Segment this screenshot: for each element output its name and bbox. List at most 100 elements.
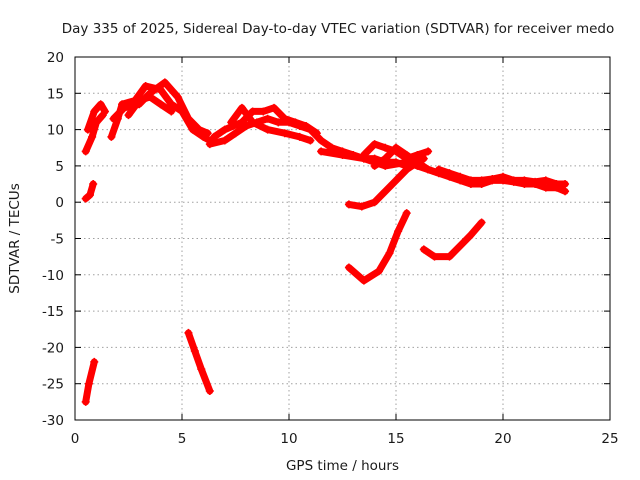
series-line [84,100,109,134]
data-point [197,365,206,374]
data-point [96,100,105,109]
data-point [88,132,97,141]
data-point [381,187,390,196]
series-group [81,78,570,406]
data-point [344,200,353,209]
series-track-11 [227,103,315,145]
x-tick-label: 15 [387,431,404,447]
data-point [263,114,272,123]
data-point [456,172,465,181]
series-track-16 [344,154,428,211]
x-tick-label: 5 [178,431,187,447]
axis-ticks [74,56,611,421]
data-point [156,100,165,109]
data-point [385,249,394,258]
data-point [242,121,251,130]
series-track-10 [210,103,321,141]
data-point [90,357,99,366]
data-point [90,107,99,116]
x-tick-label: 10 [280,431,297,447]
series-track-18 [419,218,486,261]
data-point [145,92,154,101]
grid [75,57,610,420]
data-point [184,114,193,123]
data-point [280,129,289,138]
data-point [227,118,236,127]
data-point [477,218,486,227]
data-point [424,165,433,174]
y-tick-label: -20 [42,340,64,356]
data-point [173,92,182,101]
data-point [561,187,570,196]
data-point [402,209,411,218]
data-point [541,176,550,185]
data-point [167,107,176,116]
series-track-04 [81,357,99,406]
data-point [357,202,366,211]
data-point [359,276,368,285]
data-point [81,147,90,156]
data-point [402,151,411,160]
data-point [195,125,204,134]
series-track-02 [83,100,109,134]
data-point [302,121,311,130]
series-line [210,104,321,141]
data-point [263,125,272,134]
data-point [381,154,390,163]
y-tick-label: 5 [55,159,64,175]
data-point [107,132,116,141]
y-tick-label: -5 [51,232,64,248]
data-point [220,136,229,145]
data-point [270,103,279,112]
y-tick-label: 0 [55,195,64,211]
data-point [561,180,570,189]
data-point [317,136,326,145]
y-tick-label: 20 [47,50,64,66]
data-point [190,347,199,356]
x-tick-label: 20 [494,431,511,447]
series-line [82,358,98,406]
x-tick-label: 0 [71,431,80,447]
data-point [466,230,475,239]
data-point [274,118,283,127]
data-point [203,129,212,138]
data-point [338,151,347,160]
data-point [81,397,90,406]
data-point [295,132,304,141]
data-point [344,263,353,272]
data-point [317,147,326,156]
series-line [184,329,214,395]
data-point [89,180,98,189]
data-point [84,379,93,388]
data-point [141,82,150,91]
data-point [109,114,118,123]
y-tick-label: -10 [42,268,64,284]
data-point [424,147,433,156]
data-point [210,132,219,141]
data-point [392,176,400,185]
data-point [413,158,422,167]
data-point [85,190,94,199]
data-point [466,176,475,185]
data-point [120,103,129,112]
data-point [520,176,529,185]
data-point [541,183,550,192]
data-point [220,125,229,134]
series-track-15 [434,165,570,189]
data-point [312,129,321,138]
data-point [381,161,390,170]
data-point [392,143,400,152]
data-point [419,154,428,163]
data-point [184,328,193,337]
data-point [306,136,315,145]
data-point [370,161,379,170]
y-tick-label: -15 [42,304,64,320]
data-point [100,107,109,116]
x-axis-label: GPS time / hours [286,458,399,474]
data-point [205,140,214,149]
data-point [237,118,246,127]
series-track-03 [81,180,98,203]
series-track-07 [124,92,176,120]
data-point [291,118,300,127]
